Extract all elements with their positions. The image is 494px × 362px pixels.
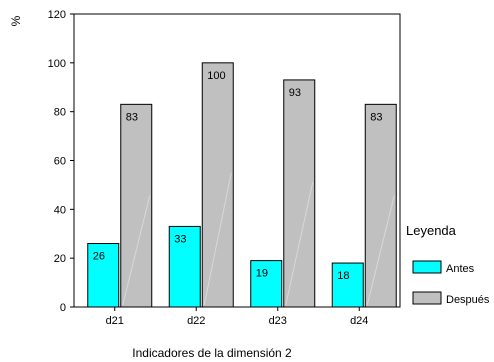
bar-antes-d23 — [250, 260, 283, 308]
data-label: 33 — [174, 233, 186, 245]
x-tick-label: d21 — [106, 315, 124, 327]
bar-sheen — [203, 172, 232, 306]
bar-despues-d24 — [364, 103, 397, 308]
data-label: 93 — [289, 87, 301, 99]
bar-sheen — [285, 182, 314, 306]
data-labels: 26 83 33 100 19 93 18 83 — [93, 70, 383, 282]
y-tick-label: 0 — [60, 302, 66, 314]
bars-layer — [87, 62, 397, 308]
legend-title: Leyenda — [406, 223, 457, 238]
y-tick-label: 80 — [54, 107, 66, 119]
y-tick-label: 60 — [54, 156, 66, 168]
legend-swatch-antes — [412, 260, 442, 274]
y-tick-label: 120 — [48, 9, 66, 21]
y-axis-label: % — [9, 15, 23, 26]
x-tick-label: d22 — [187, 315, 205, 327]
y-tick-label: 20 — [54, 253, 66, 265]
data-label: 19 — [256, 268, 268, 280]
x-tick-label: d23 — [269, 315, 287, 327]
bar-despues-d21 — [120, 103, 153, 308]
data-label: 26 — [93, 251, 105, 263]
data-label: 83 — [370, 111, 382, 123]
bar-despues-d22 — [201, 62, 234, 308]
x-axis: d21 d22 d23 d24 — [106, 307, 368, 327]
legend-swatch-despues — [412, 291, 442, 305]
data-label: 83 — [126, 111, 138, 123]
data-label: 18 — [337, 270, 349, 282]
y-tick-label: 40 — [54, 204, 66, 216]
bar-antes-d21 — [87, 243, 120, 308]
data-label: 100 — [207, 70, 225, 82]
bar-despues-d23 — [283, 79, 316, 308]
legend: Leyenda Antes Después — [406, 223, 490, 306]
bar-antes-d24 — [331, 262, 364, 308]
bar-sheen — [122, 195, 151, 306]
legend-label-antes: Antes — [446, 263, 475, 275]
bar-sheen — [366, 195, 395, 306]
y-tick-label: 100 — [48, 58, 66, 70]
y-axis: 0 20 40 60 80 100 120 — [48, 9, 74, 314]
x-tick-label: d24 — [350, 315, 368, 327]
x-axis-label: Indicadores de la dimensión 2 — [132, 346, 292, 360]
legend-label-despues: Después — [446, 294, 490, 306]
